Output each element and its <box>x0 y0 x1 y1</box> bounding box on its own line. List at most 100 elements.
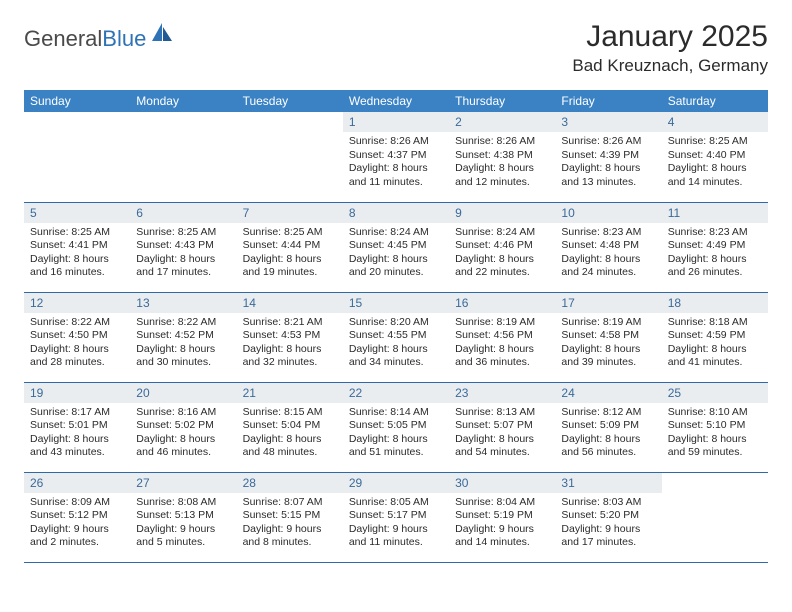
daylight-line: Daylight: 8 hours and 32 minutes. <box>243 343 337 370</box>
sunset-line: Sunset: 4:58 PM <box>561 329 655 343</box>
calendar-day-cell: 11Sunrise: 8:23 AMSunset: 4:49 PMDayligh… <box>662 202 768 292</box>
day-info: Sunrise: 8:12 AMSunset: 5:09 PMDaylight:… <box>555 403 661 465</box>
sunrise-line: Sunrise: 8:25 AM <box>243 226 337 240</box>
sunset-line: Sunset: 4:38 PM <box>455 149 549 163</box>
sunrise-line: Sunrise: 8:19 AM <box>561 316 655 330</box>
day-info: Sunrise: 8:25 AMSunset: 4:41 PMDaylight:… <box>24 223 130 285</box>
sunrise-line: Sunrise: 8:26 AM <box>349 135 443 149</box>
calendar-day-cell: 16Sunrise: 8:19 AMSunset: 4:56 PMDayligh… <box>449 292 555 382</box>
day-info: Sunrise: 8:21 AMSunset: 4:53 PMDaylight:… <box>237 313 343 375</box>
calendar-day-cell: 14Sunrise: 8:21 AMSunset: 4:53 PMDayligh… <box>237 292 343 382</box>
sunrise-line: Sunrise: 8:16 AM <box>136 406 230 420</box>
calendar-table: SundayMondayTuesdayWednesdayThursdayFrid… <box>24 90 768 563</box>
calendar-week-row: 19Sunrise: 8:17 AMSunset: 5:01 PMDayligh… <box>24 382 768 472</box>
day-info: Sunrise: 8:07 AMSunset: 5:15 PMDaylight:… <box>237 493 343 555</box>
sunrise-line: Sunrise: 8:09 AM <box>30 496 124 510</box>
logo-text: GeneralBlue <box>24 26 146 52</box>
sunrise-line: Sunrise: 8:14 AM <box>349 406 443 420</box>
sunset-line: Sunset: 4:46 PM <box>455 239 549 253</box>
weekday-header: Thursday <box>449 90 555 112</box>
day-number: 16 <box>449 293 555 313</box>
day-number: 4 <box>662 112 768 132</box>
calendar-day-cell: 30Sunrise: 8:04 AMSunset: 5:19 PMDayligh… <box>449 472 555 562</box>
day-info: Sunrise: 8:04 AMSunset: 5:19 PMDaylight:… <box>449 493 555 555</box>
day-number: 10 <box>555 203 661 223</box>
sunset-line: Sunset: 5:04 PM <box>243 419 337 433</box>
calendar-day-cell: 17 Sunrise: 8:19 AMSunset: 4:58 PMDayligh… <box>555 292 661 382</box>
sail-icon <box>150 21 174 48</box>
daylight-line: Daylight: 8 hours and 26 minutes. <box>668 253 762 280</box>
calendar-body: 1Sunrise: 8:26 AMSunset: 4:37 PMDaylight… <box>24 112 768 562</box>
daylight-line: Daylight: 8 hours and 22 minutes. <box>455 253 549 280</box>
sunrise-line: Sunrise: 8:25 AM <box>136 226 230 240</box>
sunrise-line: Sunrise: 8:19 AM <box>455 316 549 330</box>
day-number: 25 <box>662 383 768 403</box>
title-block: January 2025 Bad Kreuznach, Germany <box>572 20 768 76</box>
day-number: 22 <box>343 383 449 403</box>
calendar-empty-cell <box>237 112 343 202</box>
sunset-line: Sunset: 4:53 PM <box>243 329 337 343</box>
calendar-day-cell: 5Sunrise: 8:25 AMSunset: 4:41 PMDaylight… <box>24 202 130 292</box>
calendar-day-cell: 9Sunrise: 8:24 AMSunset: 4:46 PMDaylight… <box>449 202 555 292</box>
calendar-day-cell: 3Sunrise: 8:26 AMSunset: 4:39 PMDaylight… <box>555 112 661 202</box>
daylight-line: Daylight: 9 hours and 14 minutes. <box>455 523 549 550</box>
sunrise-line: Sunrise: 8:12 AM <box>561 406 655 420</box>
day-info: Sunrise: 8:08 AMSunset: 5:13 PMDaylight:… <box>130 493 236 555</box>
day-info: Sunrise: 8:23 AMSunset: 4:48 PMDaylight:… <box>555 223 661 285</box>
day-info: Sunrise: 8:26 AMSunset: 4:39 PMDaylight:… <box>555 132 661 194</box>
day-number: 30 <box>449 473 555 493</box>
day-info: Sunrise: 8:03 AMSunset: 5:20 PMDaylight:… <box>555 493 661 555</box>
day-number: 17 <box>555 293 661 313</box>
day-info: Sunrise: 8:24 AMSunset: 4:46 PMDaylight:… <box>449 223 555 285</box>
day-number: 7 <box>237 203 343 223</box>
sunrise-line: Sunrise: 8:05 AM <box>349 496 443 510</box>
day-number: 21 <box>237 383 343 403</box>
day-info: Sunrise: 8:25 AMSunset: 4:44 PMDaylight:… <box>237 223 343 285</box>
day-number: 5 <box>24 203 130 223</box>
sunset-line: Sunset: 4:41 PM <box>30 239 124 253</box>
day-number: 19 <box>24 383 130 403</box>
sunset-line: Sunset: 5:01 PM <box>30 419 124 433</box>
calendar-day-cell: 20Sunrise: 8:16 AMSunset: 5:02 PMDayligh… <box>130 382 236 472</box>
sunset-line: Sunset: 4:59 PM <box>668 329 762 343</box>
logo-text-1: General <box>24 26 102 51</box>
daylight-line: Daylight: 8 hours and 14 minutes. <box>668 162 762 189</box>
day-number: 24 <box>555 383 661 403</box>
sunset-line: Sunset: 4:39 PM <box>561 149 655 163</box>
day-info: Sunrise: 8:19 AMSunset: 4:56 PMDaylight:… <box>449 313 555 375</box>
day-info: Sunrise: 8:22 AMSunset: 4:50 PMDaylight:… <box>24 313 130 375</box>
day-info: Sunrise: 8:10 AMSunset: 5:10 PMDaylight:… <box>662 403 768 465</box>
calendar-day-cell: 23Sunrise: 8:13 AMSunset: 5:07 PMDayligh… <box>449 382 555 472</box>
page-subtitle: Bad Kreuznach, Germany <box>572 56 768 76</box>
day-number: 18 <box>662 293 768 313</box>
weekday-header: Monday <box>130 90 236 112</box>
sunset-line: Sunset: 4:52 PM <box>136 329 230 343</box>
sunset-line: Sunset: 4:45 PM <box>349 239 443 253</box>
day-number: 26 <box>24 473 130 493</box>
day-number: 28 <box>237 473 343 493</box>
daylight-line: Daylight: 8 hours and 24 minutes. <box>561 253 655 280</box>
daylight-line: Daylight: 8 hours and 36 minutes. <box>455 343 549 370</box>
daylight-line: Daylight: 8 hours and 20 minutes. <box>349 253 443 280</box>
calendar-day-cell: 31Sunrise: 8:03 AMSunset: 5:20 PMDayligh… <box>555 472 661 562</box>
day-number: 14 <box>237 293 343 313</box>
calendar-day-cell: 13Sunrise: 8:22 AMSunset: 4:52 PMDayligh… <box>130 292 236 382</box>
daylight-line: Daylight: 8 hours and 39 minutes. <box>561 343 655 370</box>
day-info: Sunrise: 8:25 AMSunset: 4:40 PMDaylight:… <box>662 132 768 194</box>
day-number: 20 <box>130 383 236 403</box>
daylight-line: Daylight: 9 hours and 11 minutes. <box>349 523 443 550</box>
daylight-line: Daylight: 8 hours and 48 minutes. <box>243 433 337 460</box>
sunset-line: Sunset: 4:48 PM <box>561 239 655 253</box>
day-number: 12 <box>24 293 130 313</box>
daylight-line: Daylight: 9 hours and 8 minutes. <box>243 523 337 550</box>
weekday-header: Friday <box>555 90 661 112</box>
calendar-day-cell: 1Sunrise: 8:26 AMSunset: 4:37 PMDaylight… <box>343 112 449 202</box>
day-info: Sunrise: 8:20 AMSunset: 4:55 PMDaylight:… <box>343 313 449 375</box>
day-number: 3 <box>555 112 661 132</box>
weekday-header: Wednesday <box>343 90 449 112</box>
calendar-empty-cell <box>130 112 236 202</box>
day-number: 9 <box>449 203 555 223</box>
day-info: Sunrise: 8:25 AMSunset: 4:43 PMDaylight:… <box>130 223 236 285</box>
sunset-line: Sunset: 5:02 PM <box>136 419 230 433</box>
day-number: 6 <box>130 203 236 223</box>
